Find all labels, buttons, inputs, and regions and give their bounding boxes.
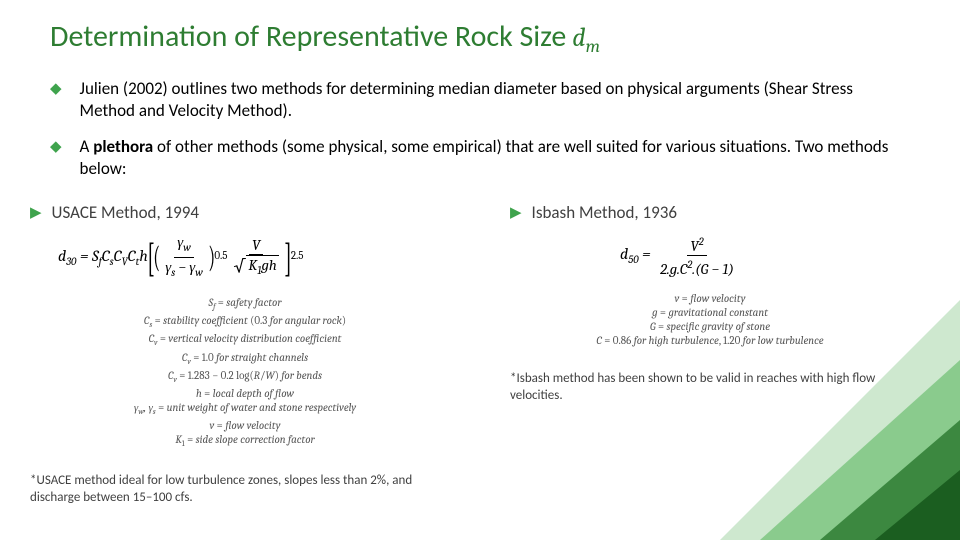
- usace-column: ▶ USACE Method, 1994 d30 = SfCsCVCth [ (…: [30, 202, 500, 451]
- intro-bullet: ◆ Julien (2002) outlines two methods for…: [50, 78, 890, 122]
- intro-bullet: ◆ A plethora of other methods (some phys…: [50, 136, 890, 180]
- usace-header: ▶ USACE Method, 1994: [30, 202, 500, 223]
- intro-text-1: Julien (2002) outlines two methods for d…: [80, 78, 890, 122]
- triangle-bullet-icon: ▶: [510, 203, 522, 222]
- diamond-bullet-icon: ◆: [50, 78, 62, 100]
- isbash-footnote: *Isbash method has been shown to be vali…: [510, 370, 920, 404]
- slide-title: Determination of Representative Rock Siz…: [50, 18, 600, 57]
- usace-footnote: *USACE method ideal for low turbulence z…: [30, 472, 450, 506]
- isbash-column: ▶ Isbash Method, 1936 d50 = V2 2.g.C2.(G…: [500, 202, 930, 451]
- isbash-formula: d50 = V2 2.g.C2.(G − 1): [620, 233, 930, 278]
- title-text: Determination of Representative Rock Siz…: [50, 18, 566, 55]
- intro-section: ◆ Julien (2002) outlines two methods for…: [50, 78, 890, 194]
- triangle-bullet-icon: ▶: [30, 203, 42, 222]
- intro-text-2: A plethora of other methods (some physic…: [80, 136, 890, 180]
- isbash-title: Isbash Method, 1936: [532, 202, 677, 223]
- usace-definitions: Sf = safety factorCs = stability coeffic…: [50, 296, 440, 451]
- usace-title: USACE Method, 1994: [52, 202, 200, 223]
- isbash-header: ▶ Isbash Method, 1936: [510, 202, 930, 223]
- isbash-definitions: v = flow velocityg = gravitational const…: [520, 292, 900, 348]
- diamond-bullet-icon: ◆: [50, 136, 62, 158]
- title-symbol: dm: [572, 23, 600, 57]
- methods-columns: ▶ USACE Method, 1994 d30 = SfCsCVCth [ (…: [30, 202, 930, 451]
- usace-formula: d30 = SfCsCVCth [ ( γw γs − γw ) 0.5 V √…: [58, 233, 500, 282]
